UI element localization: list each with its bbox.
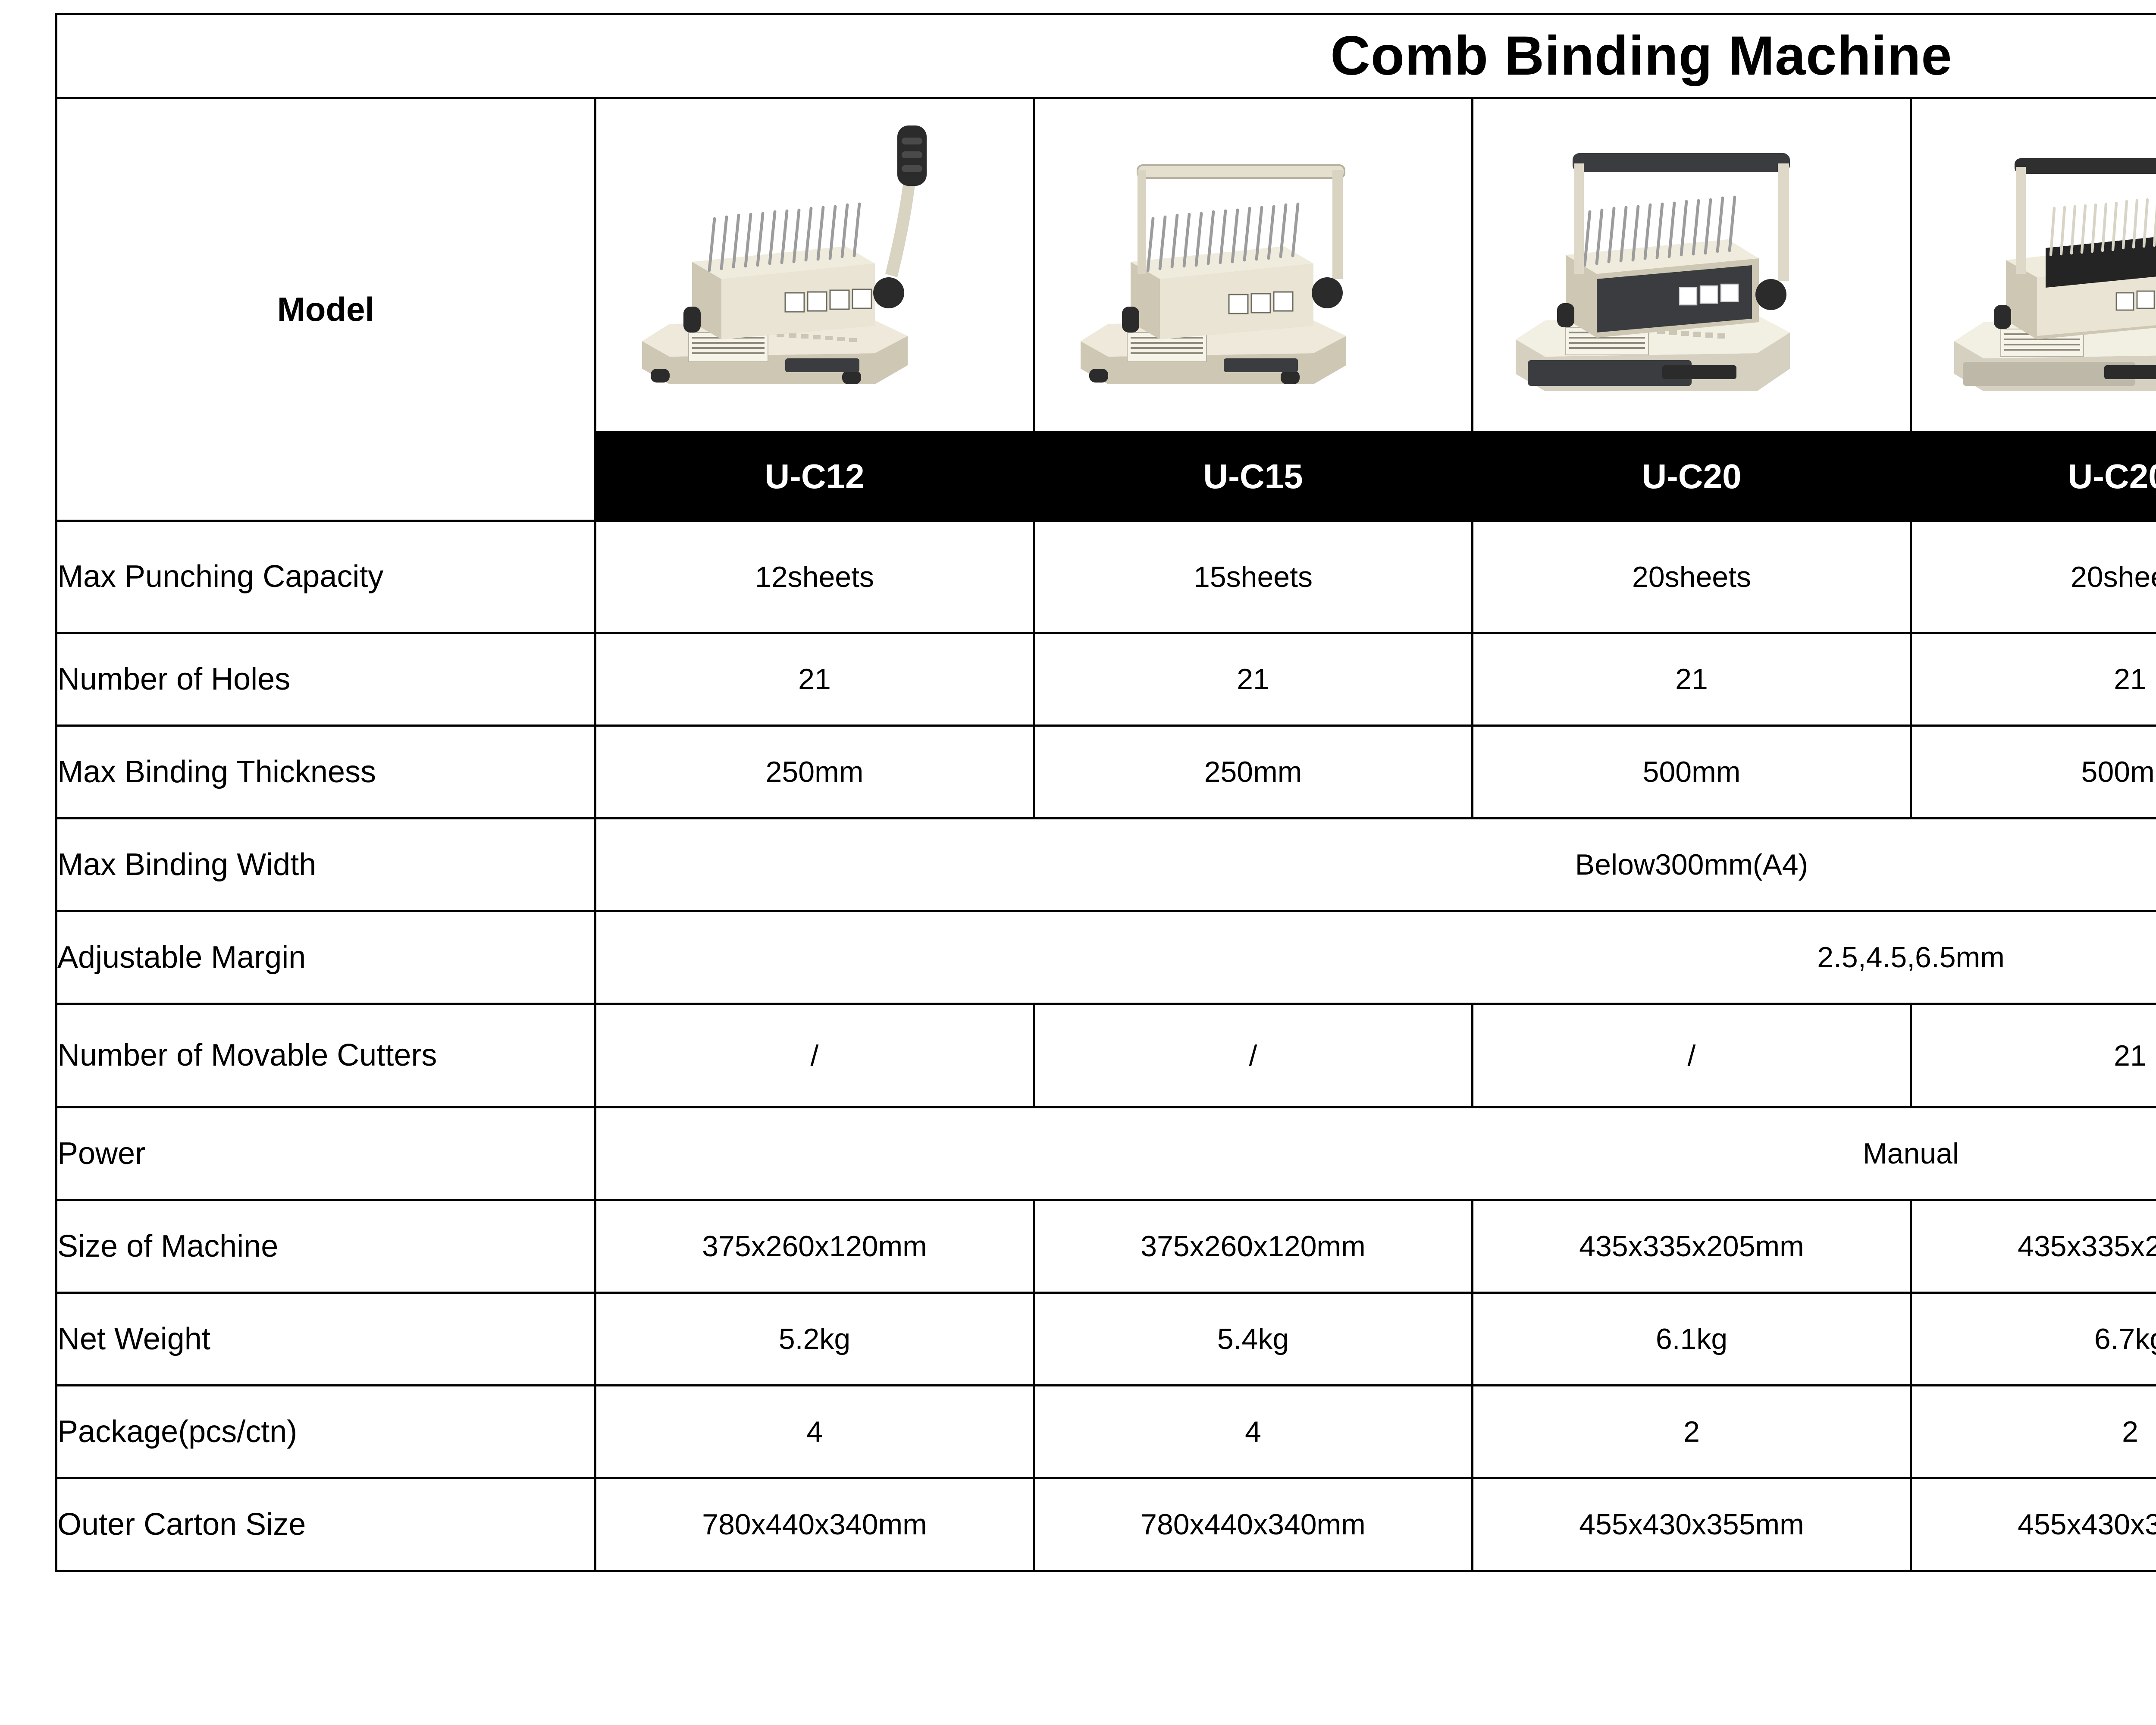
spec-value-outer-carton-size-3: 455x430x355mm (1471, 1477, 1912, 1572)
spec-value-max-punching-capacity-2: 15sheets (1033, 520, 1473, 634)
spec-value-number-of-holes-4: 21 (1910, 632, 2156, 727)
product-image-cell-4 (1910, 97, 2156, 433)
product-image-row: Model (55, 97, 2156, 522)
spec-value-max-binding-thickness-2: 250mm (1033, 724, 1473, 819)
spec-value-number-of-movable-cutters-1: / (594, 1003, 1035, 1108)
comb-binding-machine-u-c20a-image (1912, 100, 2156, 430)
spec-row-max-binding-thickness: Max Binding Thickness 250mm 250mm 500mm … (55, 724, 2156, 819)
spec-value-number-of-movable-cutters-2: / (1033, 1003, 1473, 1108)
spec-value-max-binding-thickness-3: 500mm (1471, 724, 1912, 819)
spec-value-outer-carton-size-1: 780x440x340mm (594, 1477, 1035, 1572)
spec-label-max-binding-thickness: Max Binding Thickness (55, 724, 596, 819)
spec-value-size-of-machine-1: 375x260x120mm (594, 1199, 1035, 1294)
spec-value-number-of-movable-cutters-3: / (1471, 1003, 1912, 1108)
comb-binding-machine-u-c15-image (1035, 100, 1471, 430)
comb-binding-machine-spec-table: Comb Binding Machine Model (55, 13, 2156, 1572)
page-title-cell: Comb Binding Machine (55, 13, 2156, 99)
spec-value-net-weight-2: 5.4kg (1033, 1292, 1473, 1386)
spec-value-package-2: 4 (1033, 1384, 1473, 1479)
model-label-cell: Model (55, 97, 596, 522)
spec-label-max-punching-capacity: Max Punching Capacity (55, 520, 596, 634)
model-name-2: U-C15 (1203, 457, 1303, 496)
spec-value-number-of-holes-3: 21 (1471, 632, 1912, 727)
spec-value-package-1: 4 (594, 1384, 1035, 1479)
spec-value-number-of-movable-cutters-4: 21 (1910, 1003, 2156, 1108)
model-name-3: U-C20 (1642, 457, 1742, 496)
spec-label-number-of-movable-cutters: Number of Movable Cutters (55, 1003, 596, 1108)
spec-row-number-of-holes: Number of Holes 21 21 21 21 21 24 (55, 632, 2156, 727)
spec-value-max-binding-thickness-1: 250mm (594, 724, 1035, 819)
spec-row-max-binding-width: Max Binding Width Below300mm(A4) Below34… (55, 817, 2156, 912)
spec-value-size-of-machine-3: 435x335x205mm (1471, 1199, 1912, 1294)
spec-value-adjustable-margin-merged: 2.5,4.5,6.5mm (594, 910, 2156, 1005)
spec-value-net-weight-1: 5.2kg (594, 1292, 1035, 1386)
spec-value-number-of-holes-1: 21 (594, 632, 1035, 727)
spec-row-outer-carton-size: Outer Carton Size 780x440x340mm 780x440x… (55, 1477, 2156, 1572)
model-name-cell-4: U-C20A (1910, 431, 2156, 522)
spec-label-max-binding-width: Max Binding Width (55, 817, 596, 912)
model-name-cell-1: U-C12 (594, 431, 1035, 522)
spec-row-number-of-movable-cutters: Number of Movable Cutters / / / 21 21 24 (55, 1003, 2156, 1108)
model-name-cell-3: U-C20 (1471, 431, 1912, 522)
model-name-row: U-C12 U-C15 U-C20 U-C20A U-C200A U-C25A (56, 431, 2156, 522)
comb-binding-machine-u-c20-image (1473, 100, 1910, 430)
machine-illustration-black-comb-bar-handle (1954, 158, 2156, 391)
spec-value-outer-carton-size-4: 455x430x355mm (1910, 1477, 2156, 1572)
spec-value-package-4: 2 (1910, 1384, 2156, 1479)
spec-value-max-punching-capacity-3: 20sheets (1471, 520, 1912, 634)
spec-row-size-of-machine: Size of Machine 375x260x120mm 375x260x12… (55, 1199, 2156, 1294)
spec-value-size-of-machine-4: 435x335x205mm (1910, 1199, 2156, 1294)
machine-illustration-dark-panel-bar-handle (1516, 153, 1790, 391)
spec-label-net-weight: Net Weight (55, 1292, 596, 1386)
model-name-4: U-C20A (2068, 457, 2156, 496)
machine-illustration-long-bar-handle-light (1081, 164, 1346, 384)
spec-label-package: Package(pcs/ctn) (55, 1384, 596, 1479)
model-name-cell-2: U-C15 (1033, 431, 1473, 522)
model-name-1: U-C12 (765, 457, 865, 496)
spec-label-number-of-holes: Number of Holes (55, 632, 596, 727)
product-image-cell-3 (1471, 97, 1912, 433)
comb-binding-machine-u-c12-image (596, 100, 1033, 430)
spec-value-number-of-holes-2: 21 (1033, 632, 1473, 727)
spec-value-max-punching-capacity-1: 12sheets (594, 520, 1035, 634)
spec-label-adjustable-margin: Adjustable Margin (55, 910, 596, 1005)
spec-value-net-weight-4: 6.7kg (1910, 1292, 2156, 1386)
spec-value-max-binding-thickness-4: 500mm (1910, 724, 2156, 819)
spec-value-power-merged: Manual (594, 1106, 2156, 1201)
spec-value-max-binding-width-merged: Below300mm(A4) (594, 817, 2156, 912)
machine-illustration-upright-handle (642, 125, 927, 384)
spec-label-size-of-machine: Size of Machine (55, 1199, 596, 1294)
spec-row-max-punching-capacity: Max Punching Capacity 12sheets 15sheets … (55, 520, 2156, 634)
model-label: Model (277, 290, 375, 328)
spec-row-net-weight: Net Weight 5.2kg 5.4kg 6.1kg 6.7kg 8.6kg… (55, 1292, 2156, 1386)
spec-row-power: Power Manual (55, 1106, 2156, 1201)
spec-value-max-punching-capacity-4: 20sheets (1910, 520, 2156, 634)
spec-value-size-of-machine-2: 375x260x120mm (1033, 1199, 1473, 1294)
spec-value-outer-carton-size-2: 780x440x340mm (1033, 1477, 1473, 1572)
page-title: Comb Binding Machine (1330, 25, 1952, 87)
product-image-cell-2 (1033, 97, 1473, 433)
spec-label-power: Power (55, 1106, 596, 1201)
product-image-cell-1 (594, 97, 1035, 433)
spec-value-net-weight-3: 6.1kg (1471, 1292, 1912, 1386)
spec-value-package-3: 2 (1471, 1384, 1912, 1479)
spec-row-package: Package(pcs/ctn) 4 4 2 2 2 1 (55, 1384, 2156, 1479)
spec-row-adjustable-margin: Adjustable Margin 2.5,4.5,6.5mm (55, 910, 2156, 1005)
spec-label-outer-carton-size: Outer Carton Size (55, 1477, 596, 1572)
title-row: Comb Binding Machine (55, 13, 2156, 99)
